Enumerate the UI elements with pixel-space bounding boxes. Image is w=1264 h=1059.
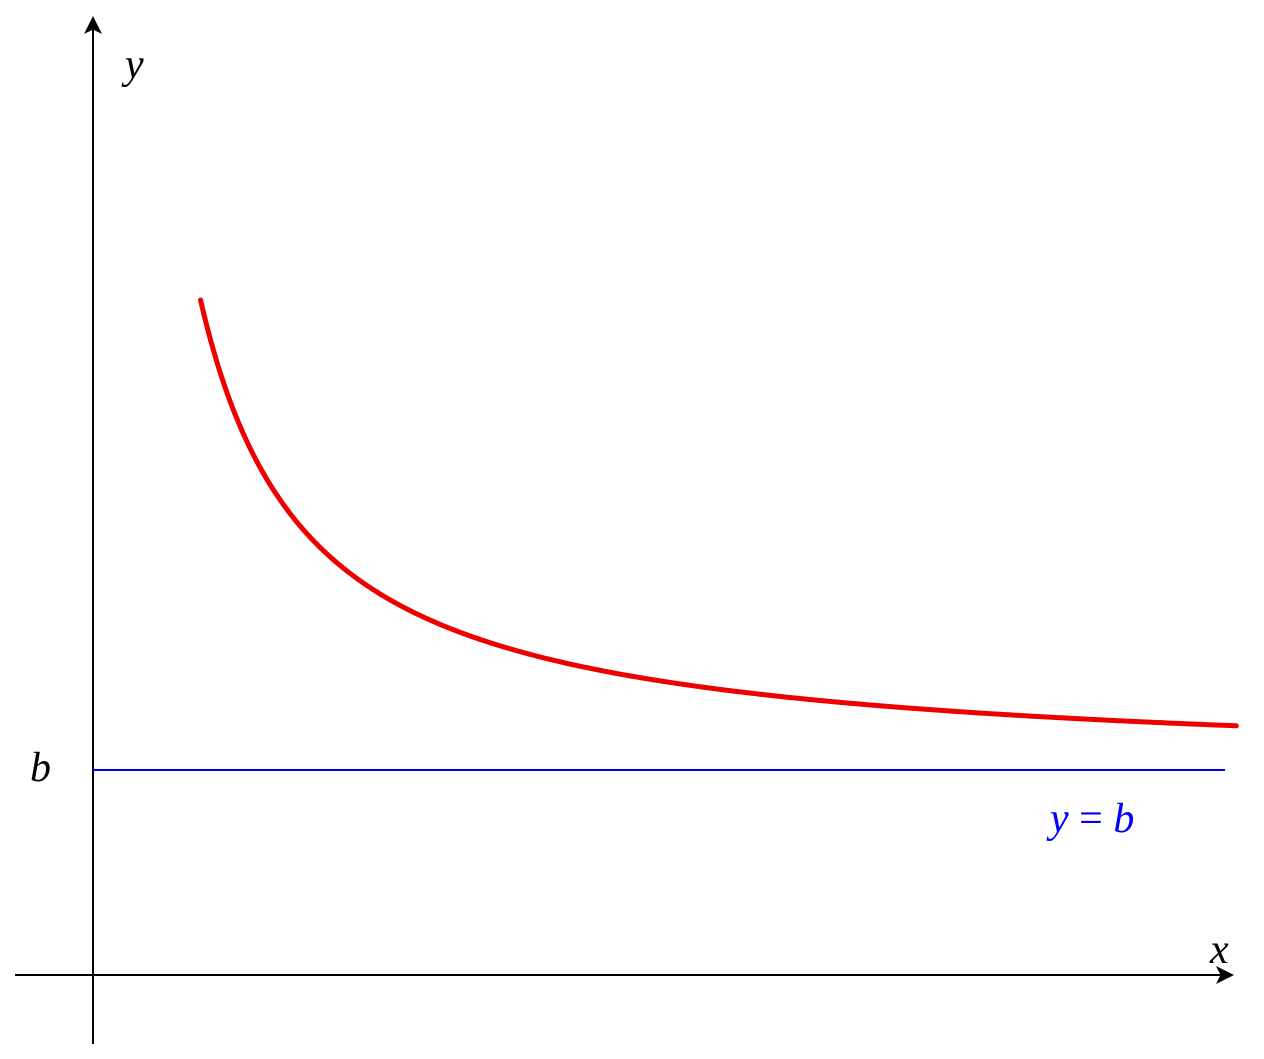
asymptote-tick-label: b: [30, 745, 51, 791]
asymptote-label: y = b: [1046, 796, 1134, 842]
asymptote-label-eq: =: [1069, 796, 1114, 842]
asymptote-label-b: b: [1113, 796, 1134, 842]
asymptote-label-y: y: [1046, 796, 1069, 842]
function-curve: [201, 300, 1237, 726]
asymptote-chart: y x b y = b: [0, 0, 1264, 1059]
y-axis-label: y: [121, 42, 144, 88]
x-axis-label: x: [1209, 927, 1229, 973]
chart-container: y x b y = b: [0, 0, 1264, 1059]
